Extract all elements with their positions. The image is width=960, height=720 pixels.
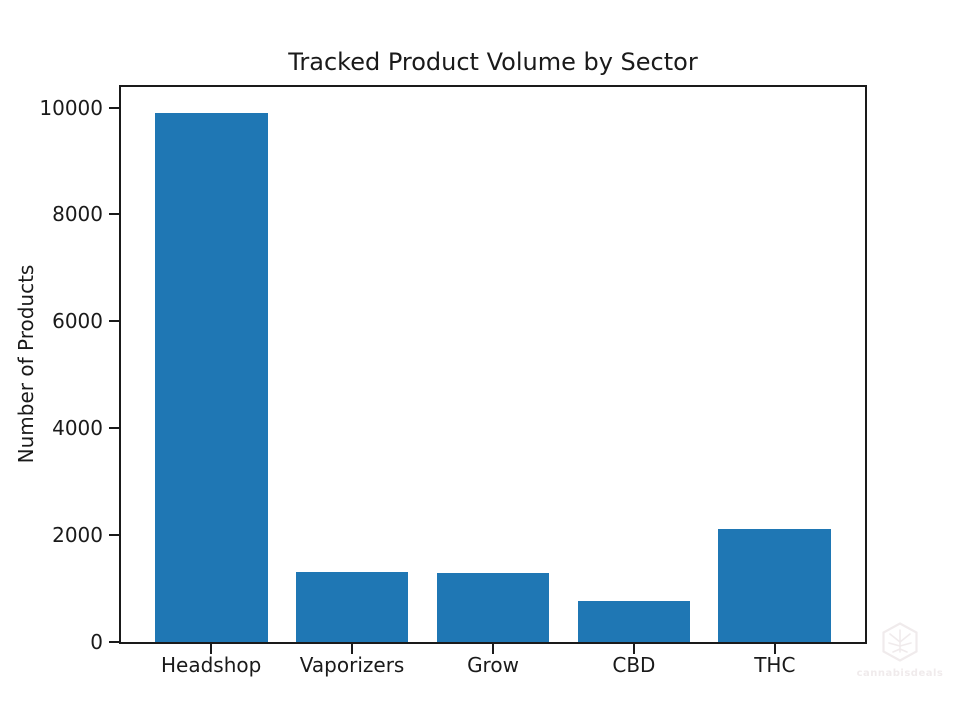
- watermark: cannabisdeals: [845, 622, 955, 679]
- x-tick-mark: [773, 642, 776, 654]
- bar-cbd: [577, 600, 691, 642]
- x-tick-mark: [351, 642, 354, 654]
- x-tick-label: Headshop: [161, 653, 262, 677]
- hexagon-cannabis-leaf-icon: [882, 622, 918, 662]
- watermark-text: cannabisdeals: [856, 668, 944, 679]
- y-tick-label: 4000: [52, 416, 103, 441]
- bar-vaporizers: [295, 572, 409, 642]
- y-tick-label: 6000: [52, 309, 103, 334]
- y-tick-mark: [109, 320, 119, 323]
- y-tick-mark: [109, 534, 119, 537]
- y-tick-label: 0: [90, 630, 103, 654]
- plot-area: 0 2000 4000 6000 8000 10000 Headshop Vaporizers…: [39, 85, 867, 677]
- x-tick-label: Grow: [467, 653, 519, 677]
- y-tick-label: 8000: [52, 202, 103, 227]
- bar-headshop: [154, 113, 268, 642]
- y-tick-mark: [109, 427, 119, 430]
- bar-thc: [718, 528, 832, 642]
- x-tick-label: Vaporizers: [299, 653, 405, 677]
- chart-title: Tracked Product Volume by Sector: [288, 48, 698, 76]
- x-tick-mark: [632, 642, 635, 654]
- y-tick-mark: [109, 641, 119, 643]
- y-tick-mark: [109, 106, 119, 109]
- bar-grow: [436, 573, 550, 642]
- y-tick-label: 10000: [39, 95, 103, 120]
- x-tick-label: CBD: [612, 653, 656, 677]
- x-tick-label: THC: [754, 653, 796, 677]
- x-tick-mark: [492, 642, 494, 654]
- y-tick-label: 2000: [52, 523, 103, 548]
- x-tick-mark: [210, 642, 213, 654]
- y-tick-mark: [109, 213, 119, 216]
